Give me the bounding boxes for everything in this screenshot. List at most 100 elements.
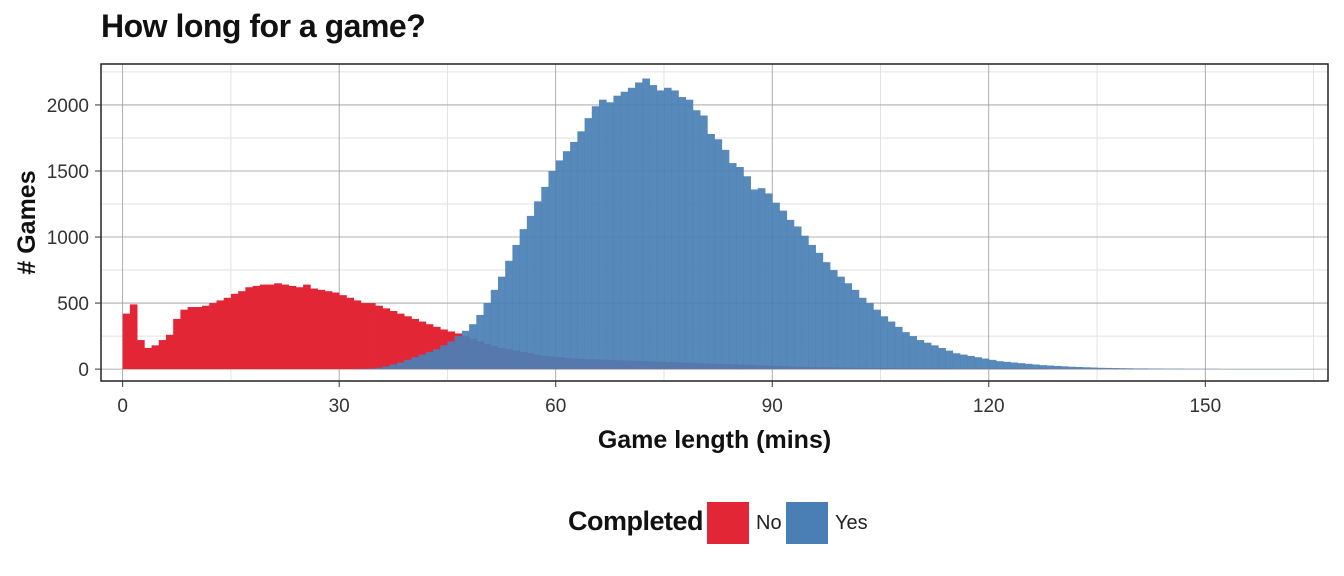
bar-no-15 (230, 293, 239, 370)
chart-title: How long for a game? (101, 8, 426, 44)
bar-yes-94 (801, 235, 809, 370)
bar-yes-82 (714, 139, 723, 370)
bar-yes-138 (1118, 368, 1127, 370)
bar-no-25 (303, 284, 311, 370)
bar-no-20 (267, 284, 275, 370)
bar-yes-45 (447, 341, 456, 370)
bar-yes-136 (1104, 367, 1112, 370)
bar-no-7 (173, 318, 181, 370)
bar-yes-73 (649, 85, 658, 370)
histogram-chart: 0 30 60 90 120 150 0 500 1000 1500 2000 Game leng… (13, 63, 1329, 454)
bar-no-8 (180, 309, 189, 370)
bar-yes-86 (743, 176, 751, 370)
bar-yes-92 (786, 219, 795, 370)
bar-yes-71 (635, 82, 643, 370)
bar-yes-128 (1046, 365, 1055, 370)
bar-yes-130 (1060, 366, 1069, 370)
bar-yes-49 (476, 314, 484, 370)
bar-yes-74 (656, 90, 665, 370)
series-yes-bars (353, 78, 1322, 370)
bar-yes-52 (497, 276, 506, 370)
bar-yes-76 (671, 90, 679, 370)
bar-yes-70 (627, 87, 636, 370)
legend-key-no (707, 502, 749, 544)
bar-yes-90 (772, 202, 780, 370)
bar-yes-85 (736, 167, 744, 370)
bar-yes-81 (707, 134, 715, 370)
bar-yes-134 (1089, 367, 1098, 370)
bar-yes-127 (1039, 365, 1047, 370)
y-axis: 0 500 1000 1500 2000 (47, 96, 101, 381)
bar-no-9 (187, 307, 196, 370)
bar-yes-142 (1147, 368, 1156, 370)
bar-yes-106 (887, 321, 896, 370)
bar-yes-105 (880, 316, 889, 370)
bar-yes-53 (505, 260, 513, 370)
bar-no-37 (389, 310, 398, 370)
bar-yes-63 (577, 131, 585, 370)
y-tick-label-2000: 2000 (47, 96, 89, 117)
bar-yes-110 (916, 340, 925, 370)
bar-yes-48 (469, 324, 477, 370)
bar-yes-91 (779, 210, 788, 370)
bar-no-0 (122, 313, 131, 370)
x-tick-label-150: 150 (1189, 396, 1221, 417)
bar-yes-79 (692, 110, 701, 370)
bar-no-24 (295, 287, 304, 370)
bar-yes-95 (808, 244, 816, 370)
bar-yes-35 (375, 367, 383, 370)
bar-yes-100 (844, 283, 853, 370)
bar-yes-50 (483, 303, 492, 370)
bar-yes-57 (534, 201, 542, 370)
bar-yes-59 (548, 170, 557, 370)
bar-no-10 (194, 307, 203, 370)
bar-no-38 (396, 313, 405, 370)
bar-no-34 (368, 303, 376, 370)
bar-yes-69 (620, 91, 629, 370)
bar-yes-77 (678, 97, 687, 370)
bar-yes-58 (541, 186, 549, 370)
bar-yes-41 (418, 354, 427, 370)
bar-yes-47 (461, 330, 470, 370)
bar-no-1 (129, 304, 138, 370)
bar-yes-88 (757, 188, 766, 370)
bar-no-13 (216, 300, 225, 370)
bar-yes-99 (837, 276, 845, 370)
bar-no-29 (331, 292, 340, 370)
bar-yes-129 (1053, 365, 1062, 370)
legend-label-yes: Yes (835, 512, 868, 534)
bar-yes-80 (700, 115, 708, 370)
bar-no-39 (404, 316, 412, 370)
bar-yes-125 (1024, 363, 1033, 370)
bar-yes-40 (411, 357, 419, 370)
bar-yes-132 (1075, 366, 1083, 370)
bar-yes-139 (1125, 368, 1134, 370)
bar-yes-101 (851, 289, 860, 370)
bar-yes-113 (938, 347, 946, 370)
bar-no-19 (259, 284, 268, 370)
x-tick-label-0: 0 (117, 396, 128, 417)
bar-yes-37 (389, 364, 398, 370)
bar-yes-93 (793, 226, 802, 370)
bar-yes-36 (382, 366, 391, 370)
bar-yes-114 (945, 350, 954, 370)
bar-yes-38 (396, 362, 405, 370)
bar-yes-66 (599, 99, 607, 370)
x-tick-label-60: 60 (545, 396, 566, 417)
bar-no-41 (418, 321, 427, 370)
bar-yes-115 (952, 353, 961, 370)
bar-no-27 (317, 289, 326, 370)
bar-yes-34 (368, 368, 376, 370)
bar-no-31 (346, 297, 355, 370)
legend-title: Completed (568, 506, 704, 536)
bar-no-40 (411, 318, 419, 370)
bar-yes-117 (967, 355, 975, 370)
bar-no-36 (382, 308, 391, 370)
bar-no-26 (310, 288, 318, 370)
bar-no-4 (151, 345, 160, 370)
legend-label-no: No (756, 512, 782, 534)
bar-yes-87 (750, 189, 759, 370)
x-tick-label-120: 120 (973, 396, 1005, 417)
bar-yes-131 (1068, 366, 1076, 370)
bar-yes-42 (425, 351, 434, 370)
